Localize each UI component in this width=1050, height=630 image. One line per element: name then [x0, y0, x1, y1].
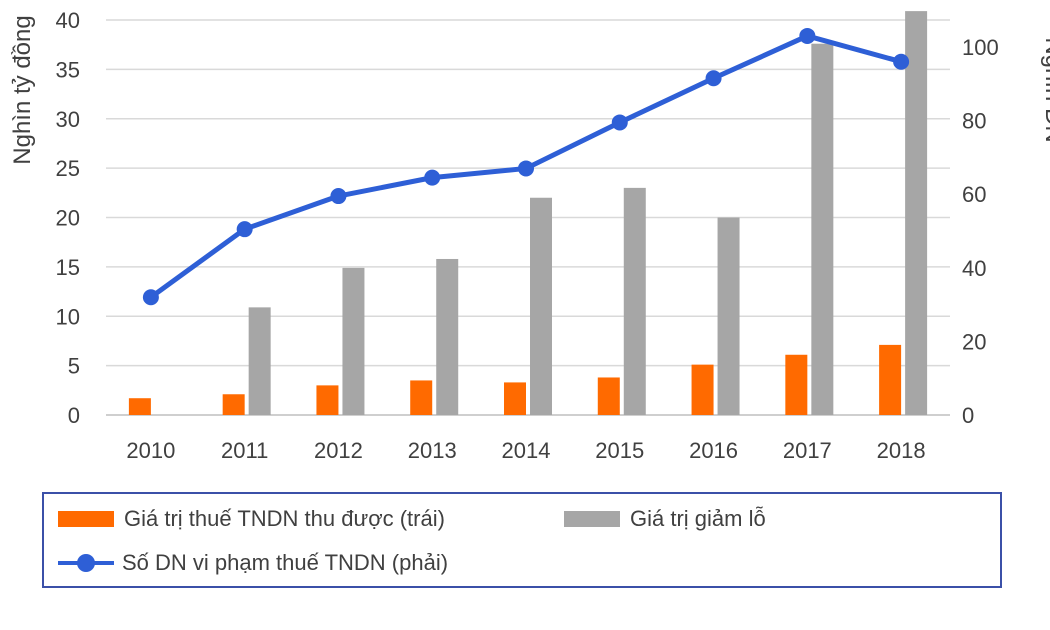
bar-loss-reduction	[717, 217, 740, 415]
legend-swatch-line	[58, 553, 114, 573]
line-point	[330, 188, 347, 205]
y-tick-label-left: 0	[68, 403, 80, 428]
x-tick-label: 2014	[502, 438, 551, 463]
legend-item-loss-reduction: Giá trị giảm lỗ	[564, 506, 766, 532]
y-tick-label-left: 25	[56, 156, 80, 181]
line-point	[611, 114, 628, 131]
y-tick-label-left: 20	[56, 206, 80, 231]
line-series	[142, 27, 910, 306]
y-tick-label-right: 40	[962, 256, 986, 281]
bar-tax-collected	[597, 377, 620, 415]
y-tick-label-left: 15	[56, 255, 80, 280]
y-tick-label-right: 60	[962, 182, 986, 207]
line-point	[142, 289, 159, 306]
bar-tax-collected	[879, 344, 902, 415]
x-tick-label: 2011	[221, 438, 268, 463]
bar-loss-reduction	[248, 307, 271, 415]
y-tick-label-left: 5	[68, 354, 80, 379]
legend-label-loss-reduction: Giá trị giảm lỗ	[630, 506, 766, 531]
x-tick-label: 2018	[877, 438, 926, 463]
line-point	[518, 160, 534, 177]
bar-loss-reduction	[436, 258, 459, 415]
line-point	[893, 53, 910, 70]
legend-label-violations: Số DN vi phạm thuế TNDN (phải)	[122, 550, 449, 575]
x-tick-label: 2013	[408, 438, 457, 463]
x-tick-label: 2015	[595, 438, 644, 463]
bar-tax-collected	[785, 354, 808, 415]
x-tick-label: 2010	[126, 438, 175, 463]
x-tick-label: 2016	[689, 438, 738, 463]
x-tick-label: 2017	[783, 438, 832, 463]
bar-tax-collected	[128, 398, 151, 415]
bar-loss-reduction	[342, 267, 365, 415]
bar-tax-collected	[691, 364, 714, 415]
y-tick-label-left: 10	[56, 304, 80, 329]
bar-loss-reduction	[530, 197, 552, 415]
line-point	[799, 27, 816, 44]
line-point	[424, 169, 441, 186]
legend-swatch-orange	[58, 511, 114, 527]
right-axis: 0 20 40 60 80 100	[962, 35, 999, 428]
x-tick-label: 2012	[314, 438, 363, 463]
line-point	[705, 70, 722, 87]
bar-loss-reduction	[905, 11, 928, 416]
y-axis-title-left: Nghìn tỷ đồng	[9, 15, 36, 164]
line-point	[236, 221, 253, 238]
legend-label-tax-collected: Giá trị thuế TNDN thu được (trái)	[124, 506, 445, 531]
y-tick-label-right: 20	[962, 329, 986, 354]
y-tick-label-left: 35	[56, 57, 80, 82]
bar-tax-collected	[316, 385, 339, 415]
legend-item-tax-collected: Giá trị thuế TNDN thu được (trái)	[58, 506, 445, 532]
legend-item-violations: Số DN vi phạm thuế TNDN (phải)	[58, 550, 448, 576]
legend-swatch-gray	[564, 511, 620, 527]
y-axis-title-right: Nghìn DN	[1040, 37, 1050, 142]
y-tick-label-right: 0	[962, 403, 974, 428]
bar-tax-collected	[410, 380, 433, 415]
legend: Giá trị thuế TNDN thu được (trái) Giá tr…	[42, 492, 1002, 588]
bar-loss-reduction	[811, 43, 834, 415]
bar-tax-collected	[222, 394, 245, 415]
y-tick-label-left: 30	[56, 107, 80, 132]
x-axis: 2010 2011 2012 2013 2014 2015 2016 2017 2018	[126, 438, 925, 463]
bar-loss-reduction	[623, 187, 646, 415]
y-tick-label-right: 100	[962, 35, 999, 60]
bar-tax-collected	[504, 382, 526, 415]
y-tick-label-right: 80	[962, 109, 986, 134]
y-tick-label-left: 40	[56, 8, 80, 33]
left-axis: 0 5 10 15 20 25 30 35 40	[56, 8, 80, 428]
bars	[128, 11, 928, 416]
